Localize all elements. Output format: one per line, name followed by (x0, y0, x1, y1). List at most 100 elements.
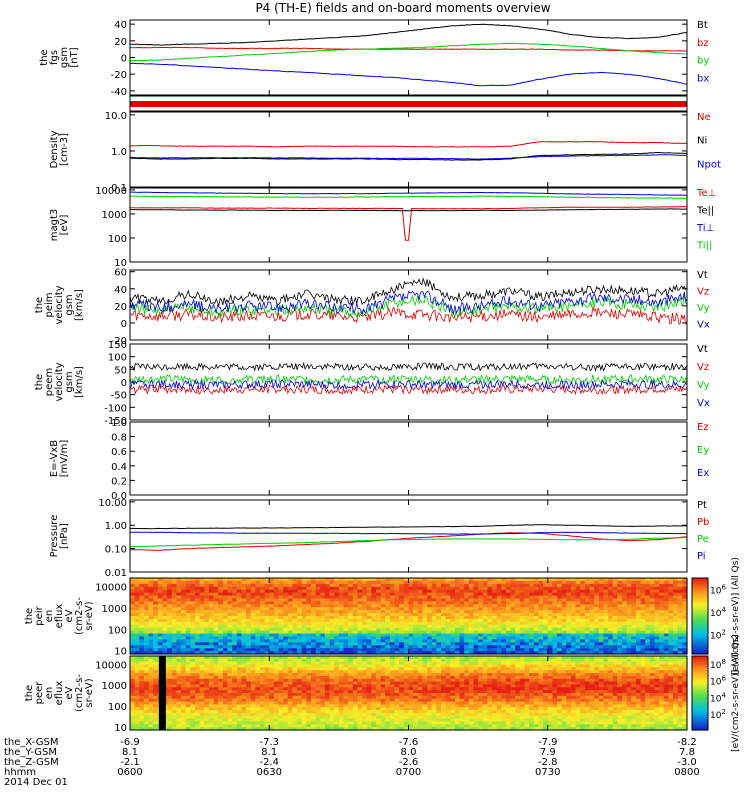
heatmap-cell (218, 715, 224, 720)
heatmap-cell (246, 627, 252, 632)
heatmap-cell (376, 675, 382, 680)
heatmap-cell (324, 604, 331, 608)
heatmap-cell (148, 667, 154, 671)
heatmap-cell (515, 639, 521, 643)
heatmap-cell (181, 670, 187, 674)
ytick-label: -40 (111, 87, 127, 98)
heatmap-cell (246, 658, 252, 663)
heatmap-cell (143, 601, 150, 605)
heatmap-cell (301, 580, 307, 585)
heatmap-cell (148, 693, 154, 697)
heatmap-cell (352, 604, 359, 608)
heatmap-cell (143, 695, 150, 700)
heatmap-cell (269, 589, 275, 594)
heatmap-cell (454, 604, 461, 608)
heatmap-cell (222, 616, 229, 620)
heatmap-cell (213, 687, 219, 691)
heatmap-cell (190, 624, 196, 629)
heatmap-cell (278, 698, 284, 703)
heatmap-cell (640, 598, 646, 602)
heatmap-cell (524, 616, 530, 620)
heatmap-cell (403, 604, 410, 608)
heatmap-cell (385, 595, 391, 600)
heatmap-cell (371, 667, 377, 671)
heatmap-cell (213, 658, 219, 663)
heatmap-cell (371, 601, 377, 605)
heatmap-cell (190, 684, 196, 688)
heatmap-cell (343, 589, 349, 594)
heatmap-cell (440, 589, 447, 594)
heatmap-cell (492, 642, 498, 646)
heatmap-cell (440, 636, 447, 640)
heatmap-cell (450, 633, 456, 638)
heatmap-cell (445, 645, 451, 649)
heatmap-cell (376, 707, 382, 711)
heatmap-cell (204, 610, 210, 614)
heatmap-cell (194, 613, 201, 617)
heatmap-cell (334, 607, 340, 611)
heatmap-cell (139, 636, 145, 640)
heatmap-cell (218, 610, 224, 614)
heatmap-cell (510, 578, 516, 582)
heatmap-cell (278, 648, 284, 652)
heatmap-cell (640, 630, 646, 635)
heatmap-cell (362, 712, 368, 717)
heatmap-cell (659, 610, 665, 614)
heatmap-cell (273, 673, 280, 677)
heatmap-cell (334, 695, 340, 700)
heatmap-cell (487, 618, 493, 623)
heatmap-cell (659, 604, 665, 608)
heatmap-cell (199, 721, 205, 725)
heatmap-cell (273, 678, 280, 683)
heatmap-cell (148, 627, 154, 632)
legend-by: by (697, 56, 709, 67)
heatmap-cell (529, 648, 535, 652)
heatmap-cell (389, 616, 396, 620)
heatmap-cell (250, 701, 256, 705)
heatmap-cell (589, 580, 595, 585)
heatmap-cell (663, 636, 670, 640)
heatmap-cell (273, 583, 280, 588)
heatmap-cell (557, 624, 563, 629)
heatmap-cell (561, 616, 567, 620)
heatmap-cell (292, 630, 298, 635)
heatmap-cell (264, 715, 270, 720)
heatmap-cell (148, 648, 154, 652)
heatmap-cell (343, 639, 349, 643)
heatmap-cell (329, 690, 335, 694)
heatmap-cell (153, 710, 159, 714)
heatmap-cell (338, 656, 345, 660)
heatmap-cell (343, 727, 349, 731)
heatmap-cell (283, 633, 289, 638)
heatmap-cell (529, 578, 535, 582)
heatmap-cell (399, 690, 405, 694)
heatmap-cell (306, 616, 312, 620)
heatmap-cell (557, 648, 563, 652)
heatmap-cell (338, 675, 345, 680)
legend-Vy: Vy (697, 303, 710, 314)
heatmap-cell (654, 639, 660, 643)
heatmap-cell (366, 616, 372, 620)
heatmap-cell (329, 695, 335, 700)
heatmap-cell (264, 636, 270, 640)
heatmap-cell (306, 667, 312, 671)
heatmap-cell (385, 613, 391, 617)
heatmap-cell (394, 627, 400, 632)
heatmap-cell (273, 690, 280, 694)
heatmap-cell (385, 592, 391, 597)
heatmap-cell (218, 707, 224, 711)
heatmap-cell (352, 690, 359, 694)
heatmap-cell (185, 636, 191, 640)
heatmap-cell (464, 601, 470, 605)
heatmap-cell (380, 656, 386, 660)
heatmap-cell (130, 690, 136, 694)
ytick-label: 0.4 (111, 462, 127, 473)
heatmap-cell (459, 592, 465, 597)
heatmap-cell (176, 701, 182, 705)
heatmap-cell (380, 712, 386, 717)
heatmap-cell (324, 616, 331, 620)
heatmap-cell (218, 580, 224, 585)
heatmap-cell (445, 639, 451, 643)
series-line-Vx (129, 290, 688, 316)
